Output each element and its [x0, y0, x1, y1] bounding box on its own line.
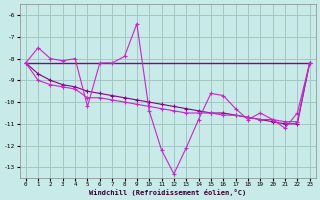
X-axis label: Windchill (Refroidissement éolien,°C): Windchill (Refroidissement éolien,°C) [89, 189, 246, 196]
